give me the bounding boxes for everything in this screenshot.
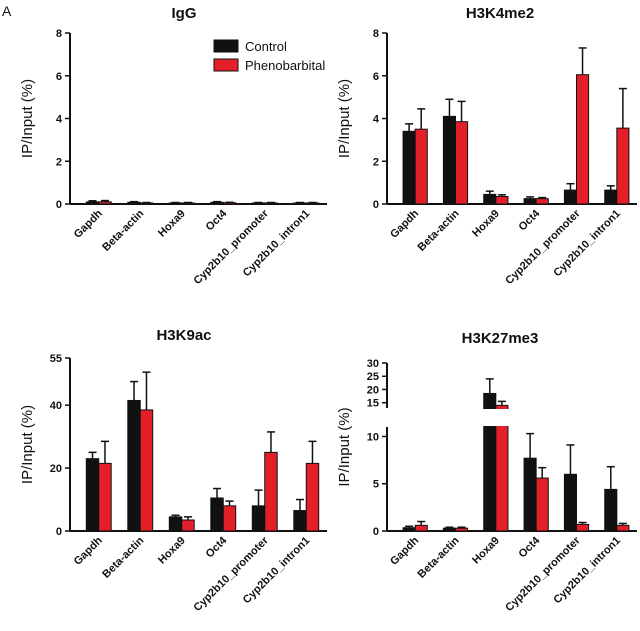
chart-title: H3K4me2 <box>466 5 534 22</box>
bar-control-gapdh <box>85 458 100 532</box>
y-tick-label: 40 <box>50 400 62 412</box>
x-category-label: Hoxa9 <box>156 208 188 240</box>
x-category-label: Oct4 <box>517 207 543 233</box>
y-tick-label: 6 <box>56 71 62 83</box>
y-tick-label: 25 <box>367 371 379 383</box>
x-category-label: Oct4 <box>517 534 543 560</box>
chart-h3k9ac: H3K9ac IP/Input (%) 0 20 40 55 GapdhBeta-actin… <box>19 327 327 614</box>
y-axis-label: IP/Input (%) <box>19 405 36 484</box>
bar-phenobarbital-hoxa9 <box>495 196 509 205</box>
bar-phenobarbital-beta-actin <box>455 527 469 532</box>
y-tick-label: 2 <box>373 156 379 168</box>
bar-control-cyp2b10_promoter <box>563 189 578 205</box>
bar-phenobarbital-cyp2b10_promoter <box>576 74 590 205</box>
bar-control-oct4 <box>210 497 224 532</box>
bar-control-gapdh <box>85 201 100 205</box>
y-tick-label: 10 <box>367 431 379 443</box>
bar-phenobarbital-beta-actin <box>139 409 154 532</box>
legend-swatch-phenobarbital <box>213 58 239 72</box>
y-tick-label: 4 <box>373 114 380 126</box>
x-category-label: Beta-actin <box>100 207 146 253</box>
chart-title: IgG <box>172 5 197 22</box>
bar-phenobarbital-oct4 <box>222 505 237 532</box>
bar-control-cyp2b10_intron1 <box>604 189 618 205</box>
y-axis-label: IP/Input (%) <box>19 79 36 158</box>
y-tick-label: 20 <box>367 384 379 396</box>
y-axis-label: IP/Input (%) <box>336 79 353 158</box>
y-tick-label: 0 <box>373 199 379 211</box>
x-category-label: Hoxa9 <box>470 535 502 567</box>
y-tick-label: 20 <box>50 463 62 475</box>
x-category-label: Hoxa9 <box>156 535 188 567</box>
bar-phenobarbital-gapdh <box>414 128 428 205</box>
bar-phenobarbital-gapdh <box>98 462 112 532</box>
chart-title: H3K27me3 <box>462 330 539 347</box>
bar-phenobarbital-oct4 <box>535 477 549 532</box>
x-category-label: Beta-actin <box>416 207 462 253</box>
bar-control-cyp2b10_promoter <box>251 505 266 532</box>
bar-control-hoxa9 <box>168 516 183 532</box>
chart-title: H3K9ac <box>156 327 211 344</box>
x-category-label: Beta-actin <box>416 534 462 580</box>
y-axis-label: IP/Input (%) <box>336 407 353 486</box>
bar-phenobarbital-hoxa9 <box>181 519 195 532</box>
y-tick-label: 8 <box>56 28 62 40</box>
y-tick-label: 5 <box>373 479 379 491</box>
bar-phenobarbital-cyp2b10_intron1 <box>616 524 630 532</box>
bar-control-cyp2b10_intron1 <box>604 488 618 532</box>
panel-letter: A <box>2 3 12 19</box>
bar-control-beta-actin <box>442 115 456 205</box>
bar-control-gapdh <box>402 527 416 532</box>
x-category-label: Gapdh <box>388 534 421 567</box>
x-category-label: Gapdh <box>72 534 105 567</box>
bar-control-beta-actin <box>442 527 456 532</box>
bar-phenobarbital-gapdh <box>414 524 428 532</box>
y-tick-label: 15 <box>367 398 379 410</box>
bar-control-beta-actin <box>127 399 141 532</box>
bar-phenobarbital-oct4 <box>535 198 549 205</box>
x-category-label: Oct4 <box>204 534 230 560</box>
bar-phenobarbital-cyp2b10_intron1 <box>616 127 630 205</box>
bar-control-oct4 <box>210 201 224 205</box>
x-category-label: Cyp2b10_promoter <box>503 207 583 287</box>
bar-control-beta-actin <box>127 201 141 205</box>
y-tick-label: 2 <box>56 156 62 168</box>
x-category-label: Oct4 <box>204 207 230 233</box>
y-tick-label: 6 <box>373 71 379 83</box>
y-tick-label: 0 <box>56 526 62 538</box>
bar-control-oct4 <box>523 457 537 532</box>
x-category-label: Gapdh <box>72 207 105 240</box>
bar-phenobarbital-cyp2b10_intron1 <box>305 462 320 532</box>
x-category-label: Hoxa9 <box>470 208 502 240</box>
x-category-label: Cyp2b10_promoter <box>503 534 583 614</box>
x-category-label: Beta-actin <box>100 534 146 580</box>
axis-break-gap <box>385 409 639 426</box>
y-tick-label: 4 <box>56 114 63 126</box>
legend-label-control: Control <box>245 39 287 54</box>
legend-label-phenobarbital: Phenobarbital <box>245 58 325 73</box>
y-tick-label: 0 <box>373 526 379 538</box>
bar-control-oct4 <box>523 198 537 205</box>
bar-control-cyp2b10_promoter <box>563 473 578 532</box>
y-tick-label: 8 <box>373 28 379 40</box>
bar-phenobarbital-beta-actin <box>455 121 469 205</box>
x-category-label: Cyp2b10_promoter <box>191 534 271 614</box>
x-category-label: Gapdh <box>388 207 421 240</box>
bar-control-gapdh <box>402 130 416 205</box>
bar-control-cyp2b10_intron1 <box>293 510 307 532</box>
y-tick-label: 30 <box>367 358 379 370</box>
legend-swatch-control <box>213 39 239 53</box>
bar-phenobarbital-cyp2b10_promoter <box>576 523 590 532</box>
bar-control-hoxa9 <box>483 193 497 205</box>
y-tick-label: 55 <box>50 353 62 365</box>
y-tick-label: 0 <box>56 199 62 211</box>
x-category-label: Cyp2b10_promoter <box>191 207 271 287</box>
bar-phenobarbital-cyp2b10_promoter <box>264 451 278 532</box>
bar-phenobarbital-gapdh <box>98 201 112 205</box>
